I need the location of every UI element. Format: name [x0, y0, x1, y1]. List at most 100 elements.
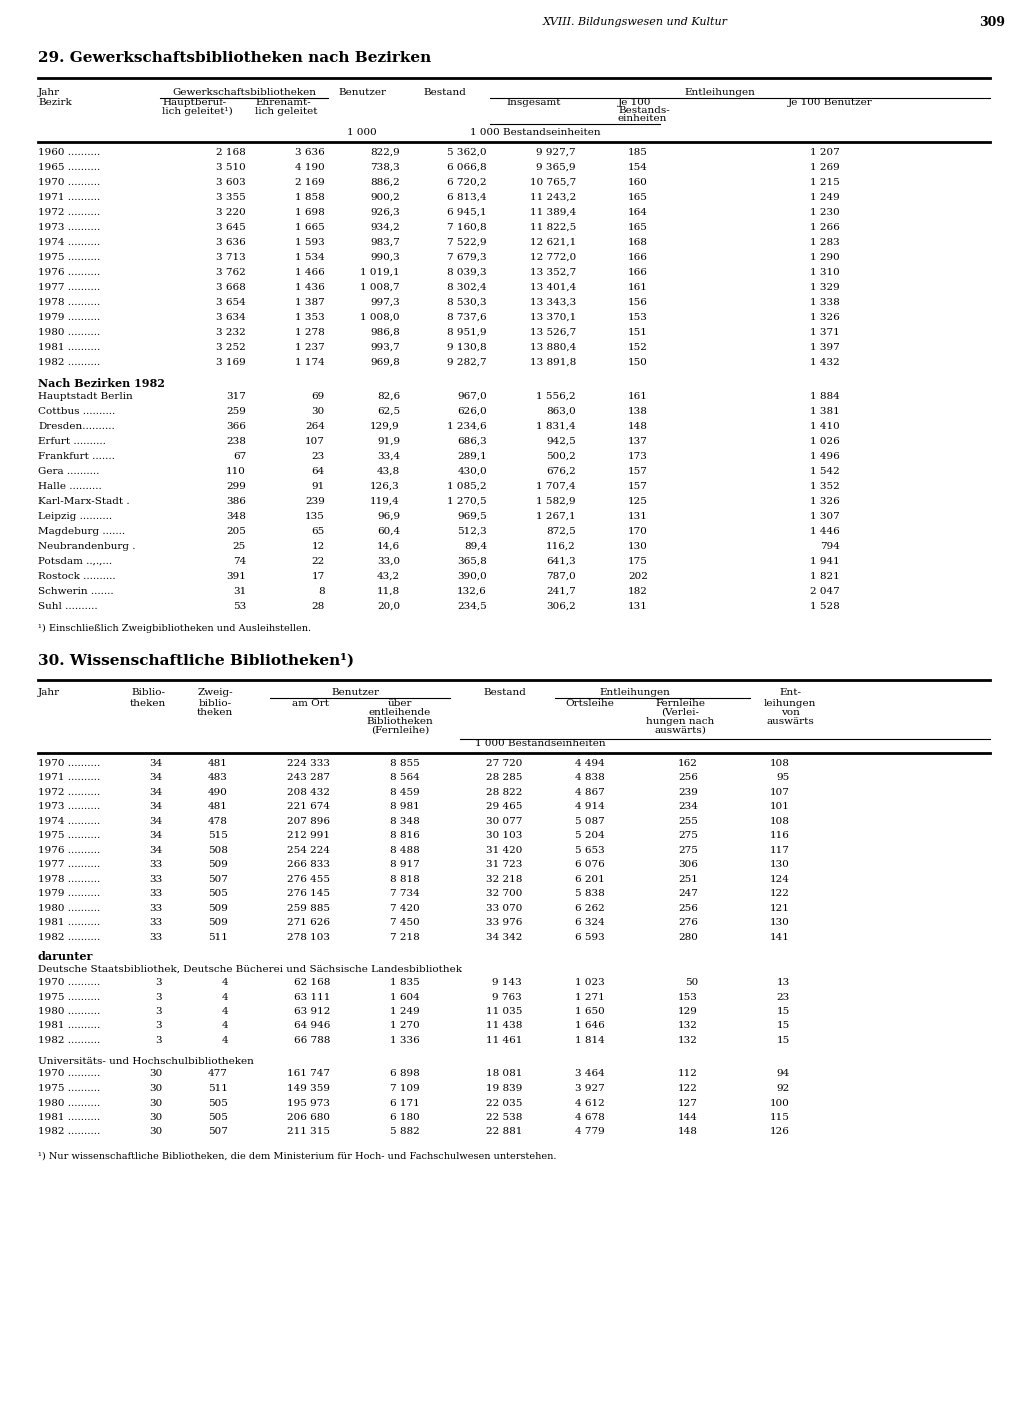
- Text: 64: 64: [311, 466, 325, 476]
- Text: 34: 34: [148, 831, 162, 839]
- Text: 6 720,2: 6 720,2: [447, 178, 487, 187]
- Text: 1 556,2: 1 556,2: [537, 392, 575, 400]
- Text: 3 232: 3 232: [216, 328, 246, 336]
- Text: 306: 306: [678, 861, 698, 869]
- Text: 14,6: 14,6: [377, 542, 400, 550]
- Text: 983,7: 983,7: [371, 238, 400, 247]
- Text: 132: 132: [678, 1036, 698, 1045]
- Text: 254 224: 254 224: [287, 845, 330, 855]
- Text: 65: 65: [311, 526, 325, 536]
- Text: 33: 33: [148, 889, 162, 898]
- Text: 3: 3: [156, 1022, 162, 1030]
- Text: 161: 161: [628, 392, 648, 400]
- Text: 264: 264: [305, 422, 325, 430]
- Text: 8 302,4: 8 302,4: [447, 282, 487, 292]
- Text: 148: 148: [628, 422, 648, 430]
- Text: 4: 4: [221, 1036, 228, 1045]
- Text: 33,0: 33,0: [377, 557, 400, 566]
- Text: 505: 505: [208, 889, 228, 898]
- Text: Erfurt ..........: Erfurt ..........: [38, 436, 105, 446]
- Text: 1978 ..........: 1978 ..........: [38, 298, 100, 306]
- Text: lich geleitet¹): lich geleitet¹): [162, 107, 232, 115]
- Text: 676,2: 676,2: [546, 466, 575, 476]
- Text: 1 650: 1 650: [575, 1007, 605, 1016]
- Text: 100: 100: [770, 1099, 790, 1107]
- Text: 3 654: 3 654: [216, 298, 246, 306]
- Text: 1965 ..........: 1965 ..........: [38, 162, 100, 171]
- Text: XVIII. Bildungswesen und Kultur: XVIII. Bildungswesen und Kultur: [543, 17, 727, 27]
- Text: 511: 511: [208, 1084, 228, 1093]
- Text: 1 858: 1 858: [295, 192, 325, 201]
- Text: 1981 ..........: 1981 ..........: [38, 918, 100, 928]
- Text: 110: 110: [226, 466, 246, 476]
- Text: Neubrandenburg .: Neubrandenburg .: [38, 542, 135, 550]
- Text: Cottbus ..........: Cottbus ..........: [38, 406, 116, 416]
- Text: 29 465: 29 465: [485, 802, 522, 811]
- Text: 481: 481: [208, 802, 228, 811]
- Text: 89,4: 89,4: [464, 542, 487, 550]
- Text: biblio-: biblio-: [199, 698, 231, 707]
- Text: 7 109: 7 109: [390, 1084, 420, 1093]
- Text: 276: 276: [678, 918, 698, 928]
- Text: 1 814: 1 814: [575, 1036, 605, 1045]
- Text: 22 881: 22 881: [485, 1127, 522, 1137]
- Text: 1971 ..........: 1971 ..........: [38, 772, 100, 782]
- Text: Benutzer: Benutzer: [338, 87, 386, 97]
- Text: theken: theken: [197, 707, 233, 717]
- Text: 11 035: 11 035: [485, 1007, 522, 1016]
- Text: 1 436: 1 436: [295, 282, 325, 292]
- Text: 43,2: 43,2: [377, 571, 400, 580]
- Text: 11 243,2: 11 243,2: [529, 192, 575, 201]
- Text: 30: 30: [311, 406, 325, 416]
- Text: 12 621,1: 12 621,1: [529, 238, 575, 247]
- Text: 1 310: 1 310: [810, 268, 840, 276]
- Text: 3: 3: [156, 1007, 162, 1016]
- Text: 886,2: 886,2: [371, 178, 400, 187]
- Text: 9 282,7: 9 282,7: [447, 358, 487, 366]
- Text: 11 438: 11 438: [485, 1022, 522, 1030]
- Text: 212 991: 212 991: [287, 831, 330, 839]
- Text: Universitäts- und Hochschulbibliotheken: Universitäts- und Hochschulbibliotheken: [38, 1056, 254, 1066]
- Text: 162: 162: [678, 758, 698, 768]
- Text: 165: 165: [628, 222, 648, 231]
- Text: 1960 ..........: 1960 ..........: [38, 148, 100, 157]
- Text: 11,8: 11,8: [377, 587, 400, 596]
- Text: 3 464: 3 464: [575, 1070, 605, 1079]
- Text: 33: 33: [148, 932, 162, 942]
- Text: 8 530,3: 8 530,3: [447, 298, 487, 306]
- Text: einheiten: einheiten: [618, 114, 668, 123]
- Text: 4 678: 4 678: [575, 1113, 605, 1121]
- Text: 96,9: 96,9: [377, 512, 400, 520]
- Text: Bibliotheken: Bibliotheken: [367, 717, 433, 725]
- Text: 969,5: 969,5: [458, 512, 487, 520]
- Text: 30: 30: [148, 1099, 162, 1107]
- Text: 92: 92: [777, 1084, 790, 1093]
- Text: 5 204: 5 204: [575, 831, 605, 839]
- Text: 154: 154: [628, 162, 648, 171]
- Text: 208 432: 208 432: [287, 788, 330, 797]
- Text: 152: 152: [628, 342, 648, 352]
- Text: Ortsleihe: Ortsleihe: [565, 698, 614, 707]
- Text: Frankfurt .......: Frankfurt .......: [38, 452, 115, 460]
- Text: 31 420: 31 420: [485, 845, 522, 855]
- Text: 34: 34: [148, 802, 162, 811]
- Text: 22 538: 22 538: [485, 1113, 522, 1121]
- Text: 151: 151: [628, 328, 648, 336]
- Text: 1 023: 1 023: [575, 978, 605, 988]
- Text: 4 779: 4 779: [575, 1127, 605, 1137]
- Text: 3 603: 3 603: [216, 178, 246, 187]
- Text: 515: 515: [208, 831, 228, 839]
- Text: 1974 ..........: 1974 ..........: [38, 817, 100, 825]
- Text: 7 522,9: 7 522,9: [447, 238, 487, 247]
- Text: 130: 130: [770, 918, 790, 928]
- Text: theken: theken: [130, 698, 166, 707]
- Text: 280: 280: [678, 932, 698, 942]
- Text: 1978 ..........: 1978 ..........: [38, 875, 100, 883]
- Text: ¹) Nur wissenschaftliche Bibliotheken, die dem Ministerium für Hoch- und Fachsch: ¹) Nur wissenschaftliche Bibliotheken, d…: [38, 1151, 556, 1161]
- Text: Dresden..........: Dresden..........: [38, 422, 115, 430]
- Text: 243 287: 243 287: [287, 772, 330, 782]
- Text: 13 880,4: 13 880,4: [529, 342, 575, 352]
- Text: 1973 ..........: 1973 ..........: [38, 802, 100, 811]
- Text: 309: 309: [979, 16, 1005, 28]
- Text: 391: 391: [226, 571, 246, 580]
